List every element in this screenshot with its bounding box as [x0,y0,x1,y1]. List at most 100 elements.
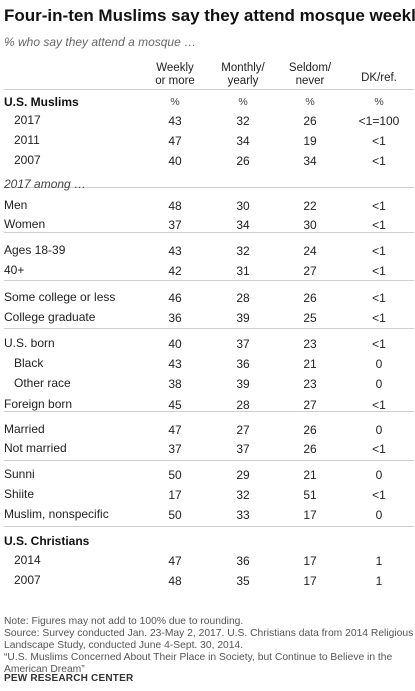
table-cell: 39 [236,377,250,391]
table-cell: 36 [168,311,182,325]
table-cell: 36 [236,554,250,568]
table-cell: <1=100 [358,114,400,128]
table-cell: 43 [168,114,182,128]
table-cell: 1 [375,574,383,588]
row-divider [4,232,414,233]
row-label: 2007 [14,153,41,167]
table-cell: 33 [236,508,250,522]
subgroup-label: 2017 among … [4,177,87,191]
table-cell: 38 [168,377,182,391]
source-org: PEW RESEARCH CENTER [4,673,134,684]
table-cell: 26 [303,291,317,305]
table-cell: 17 [303,508,317,522]
column-header-weekly: Weekly or more [155,62,195,87]
group-label: U.S. Muslims [4,95,79,109]
row-label: 2017 [14,113,41,127]
table-cell: 39 [236,311,250,325]
table-cell: 47 [168,134,182,148]
table-cell: 19 [303,134,317,148]
row-label: Black [14,356,44,370]
row-label: Married [4,422,45,436]
table-cell: 37 [236,337,250,351]
table-cell: 28 [236,398,250,412]
table-cell: 0 [375,508,383,522]
row-label: Men [4,198,28,212]
row-label: 2014 [14,553,41,567]
table-cell: 0 [375,357,383,371]
percent-symbol: % [305,96,315,108]
table-cell: 47 [168,423,182,437]
table-cell: 27 [303,264,317,278]
row-label: Foreign born [4,397,73,411]
table-cell: 22 [303,199,317,213]
row-label: U.S. born [4,336,55,350]
table-cell: 48 [168,199,182,213]
table-cell: 21 [303,468,317,482]
row-divider [4,89,414,90]
row-divider [4,411,414,412]
table-cell: 50 [168,468,182,482]
column-header-monthly: Monthly/yearly [221,62,265,87]
table-cell: 37 [168,442,182,456]
table-cell: <1 [372,244,386,258]
group-label: U.S. Christians [4,534,90,548]
row-divider [4,280,414,281]
table-cell: 32 [236,488,250,502]
percent-symbol: % [170,96,180,108]
table-cell: <1 [372,218,386,232]
row-label: Women [4,217,46,231]
table-cell: 17 [168,488,182,502]
row-label: Some college or less [4,290,116,304]
note-line: “U.S. Muslims Concerned About Their Plac… [4,652,393,663]
table-cell: 32 [236,114,250,128]
row-label: 2011 [14,133,40,147]
table-cell: 40 [168,337,182,351]
row-label: Shiite [4,487,35,501]
table-cell: 27 [236,423,250,437]
table-cell: 0 [375,423,383,437]
column-header-seldom: Seldom/never [288,62,332,87]
table-cell: <1 [372,398,386,412]
table-cell: 26 [236,154,250,168]
table-cell: 42 [168,264,182,278]
table-cell: 48 [168,574,182,588]
row-label: Muslim, nonspecific [4,507,109,521]
row-divider [4,460,414,461]
table-cell: 43 [168,244,182,258]
row-divider [4,328,414,329]
note-line: Landscape Study, conducted June 4-Sept. … [4,640,244,651]
notes: Note: Figures may not add to 100% due to… [4,616,414,676]
table-cell: <1 [372,154,386,168]
table-cell: 40 [168,154,182,168]
table-cell: 31 [236,264,250,278]
row-label: Ages 18-39 [4,243,66,257]
table-cell: 26 [303,114,317,128]
table-cell: <1 [372,291,386,305]
table-cell: 0 [375,377,383,391]
table-cell: 23 [303,377,317,391]
row-divider [4,526,414,527]
table-cell: 30 [303,218,317,232]
row-label: 2007 [14,573,41,587]
table-cell: 29 [236,468,250,482]
table-cell: 34 [236,134,250,148]
table-cell: 43 [168,357,182,371]
chart-subtitle: % who say they attend a mosque … [4,35,197,49]
table-cell: 35 [236,574,250,588]
table-cell: 17 [303,554,317,568]
percent-symbol: % [374,96,384,108]
table-cell: 30 [236,199,250,213]
row-label: College graduate [4,310,96,324]
table-cell: 25 [303,311,317,325]
table-cell: <1 [372,311,386,325]
note-line: Source: Survey conducted Jan. 23-May 2, … [4,628,414,639]
column-header-dk-ref: DK/ref. [361,72,397,84]
table-cell: 17 [303,574,317,588]
table-cell: 23 [303,337,317,351]
table-cell: 28 [236,291,250,305]
row-divider [4,187,414,188]
table-cell: 51 [303,488,317,502]
table-cell: 32 [236,244,250,258]
table-cell: 37 [168,218,182,232]
table-cell: 37 [236,442,250,456]
